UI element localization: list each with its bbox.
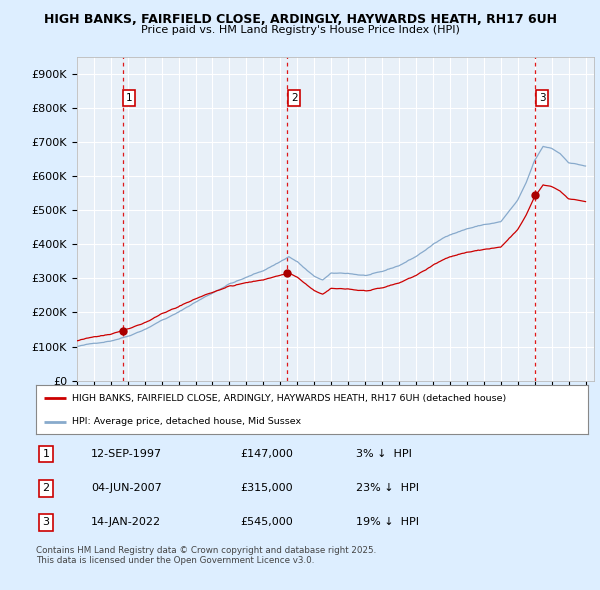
Text: This data is licensed under the Open Government Licence v3.0.: This data is licensed under the Open Gov…: [36, 556, 314, 565]
Text: 2: 2: [43, 483, 49, 493]
Text: 14-JAN-2022: 14-JAN-2022: [91, 517, 161, 527]
Text: HIGH BANKS, FAIRFIELD CLOSE, ARDINGLY, HAYWARDS HEATH, RH17 6UH: HIGH BANKS, FAIRFIELD CLOSE, ARDINGLY, H…: [44, 13, 557, 26]
Text: £315,000: £315,000: [240, 483, 293, 493]
Text: £147,000: £147,000: [240, 449, 293, 459]
Text: £545,000: £545,000: [240, 517, 293, 527]
Text: 3% ↓  HPI: 3% ↓ HPI: [356, 449, 412, 459]
Text: 2: 2: [291, 93, 298, 103]
Text: 19% ↓  HPI: 19% ↓ HPI: [356, 517, 419, 527]
Text: HIGH BANKS, FAIRFIELD CLOSE, ARDINGLY, HAYWARDS HEATH, RH17 6UH (detached house): HIGH BANKS, FAIRFIELD CLOSE, ARDINGLY, H…: [72, 394, 506, 403]
Text: 1: 1: [126, 93, 133, 103]
Text: 3: 3: [43, 517, 49, 527]
Text: 3: 3: [539, 93, 545, 103]
Text: HPI: Average price, detached house, Mid Sussex: HPI: Average price, detached house, Mid …: [72, 417, 301, 426]
Text: 23% ↓  HPI: 23% ↓ HPI: [356, 483, 419, 493]
Text: Price paid vs. HM Land Registry's House Price Index (HPI): Price paid vs. HM Land Registry's House …: [140, 25, 460, 35]
Text: Contains HM Land Registry data © Crown copyright and database right 2025.: Contains HM Land Registry data © Crown c…: [36, 546, 376, 555]
Text: 12-SEP-1997: 12-SEP-1997: [91, 449, 163, 459]
Text: 1: 1: [43, 449, 49, 459]
Text: 04-JUN-2007: 04-JUN-2007: [91, 483, 162, 493]
